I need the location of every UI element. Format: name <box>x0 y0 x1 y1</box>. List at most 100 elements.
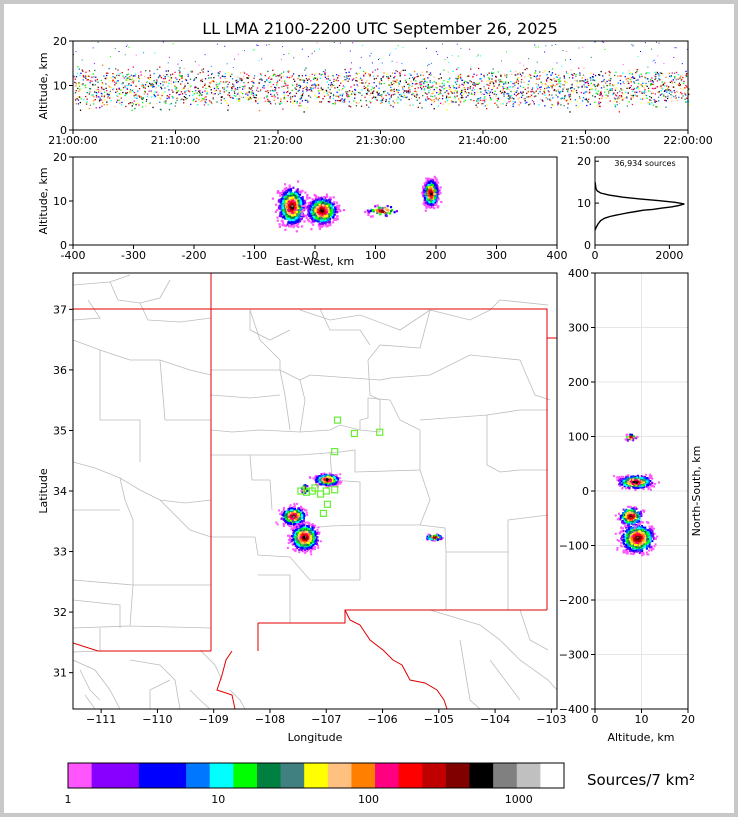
colorbar-tick: 10 <box>211 793 225 806</box>
time-height-xtick: 21:20:00 <box>253 134 302 147</box>
colorbar-cell <box>445 763 471 788</box>
station-marker <box>331 486 339 494</box>
plan-view-sources <box>275 472 444 556</box>
altitude-histogram-curve <box>594 182 685 231</box>
time-height-panel: 21:00:00 21:10:00 21:20:00 21:30:00 21:40:00… <box>37 35 713 147</box>
plan-view-xtick: −108 <box>255 713 285 726</box>
county-boundaries <box>73 274 557 709</box>
colorbar-cell <box>327 763 353 788</box>
station-marker <box>331 448 339 456</box>
colorbar-cell <box>233 763 258 788</box>
colorbar-cell <box>138 763 164 788</box>
east-west-xtick: -200 <box>182 249 207 262</box>
north-south-ytick: −100 <box>559 540 589 553</box>
station-marker <box>333 416 342 424</box>
figure-title: LL LMA 2100-2200 UTC September 26, 2025 <box>202 19 558 38</box>
time-height-ytick: 10 <box>53 80 67 93</box>
station-marker <box>317 490 325 498</box>
east-west-xtick: -300 <box>121 249 146 262</box>
colorbar-cell <box>422 763 447 788</box>
plan-view-xtick: −110 <box>142 713 172 726</box>
colorbar-cell <box>304 763 329 788</box>
altitude-histogram-ytick: 10 <box>577 197 591 210</box>
time-height-xtick: 21:30:00 <box>356 134 405 147</box>
plan-view-ytick: 31 <box>53 667 67 680</box>
colorbar-cell <box>280 763 305 788</box>
north-south-ytick: 400 <box>568 267 589 280</box>
north-south-sources <box>613 433 660 557</box>
east-west-xtick: 100 <box>365 249 386 262</box>
north-south-ytick: −400 <box>559 703 589 716</box>
plan-view-xtick: −105 <box>424 713 454 726</box>
plan-view-ytick: 32 <box>53 606 67 619</box>
plan-view-ytick: 34 <box>53 485 67 498</box>
altitude-histogram-xtick: 0 <box>592 249 599 262</box>
colorbar-cell <box>91 763 116 788</box>
station-marker <box>308 487 316 495</box>
time-height-xtick: 21:00:00 <box>48 134 97 147</box>
colorbar-cell <box>209 763 234 788</box>
east-west-sources <box>271 175 443 233</box>
time-height-ticks: 21:00:00 21:10:00 21:20:00 21:30:00 21:40:00… <box>48 35 712 147</box>
north-south-ytick: 100 <box>568 431 589 444</box>
station-marker <box>323 500 331 508</box>
time-height-xtick: 21:10:00 <box>151 134 200 147</box>
altitude-histogram-ytick: 0 <box>584 239 591 252</box>
plan-view-xtick: −111 <box>86 713 116 726</box>
colorbar-cell <box>540 763 565 788</box>
north-south-xtick: 20 <box>681 713 695 726</box>
altitude-histogram-ticks: 0 2000 0 10 20 <box>577 155 683 262</box>
east-west-ytick: 0 <box>60 239 67 252</box>
colorbar-ticks: 1 10 100 1000 <box>65 793 533 806</box>
east-west-ylabel: Altitude, km <box>37 167 50 234</box>
colorbar-cell <box>162 763 187 788</box>
north-south-ytick: −200 <box>559 594 589 607</box>
station-marker <box>350 429 358 438</box>
north-south-panel: 0 10 20 −400 −300 −200 −100 0 100 200 300 400 Altit… <box>559 267 703 744</box>
colorbar-cell <box>375 763 400 788</box>
altitude-histogram-panel: 36,934 sources 0 2000 0 10 20 <box>577 155 689 262</box>
plan-view-ytick: 36 <box>53 364 67 377</box>
colorbar-cell <box>186 763 211 788</box>
station-marker <box>319 509 328 518</box>
colorbar-cells <box>68 763 565 788</box>
plan-view-ytick: 33 <box>53 546 67 559</box>
east-west-xlabel: East-West, km <box>276 255 354 268</box>
north-south-ytick: 300 <box>568 322 589 335</box>
plan-view-xtick: −109 <box>199 713 229 726</box>
colorbar-cell <box>351 763 376 788</box>
plan-view-ytick: 35 <box>53 424 67 437</box>
colorbar-cell <box>68 763 93 788</box>
time-height-xtick: 21:40:00 <box>458 134 507 147</box>
north-south-xtick: 10 <box>635 713 649 726</box>
east-west-xtick: 300 <box>486 249 507 262</box>
colorbar-tick: 1000 <box>505 793 533 806</box>
plan-view-xtick: −104 <box>480 713 510 726</box>
colorbar-tick: 1 <box>65 793 72 806</box>
colorbar-cell <box>469 763 494 788</box>
plan-view-panel: −111 −110 −109 −108 −107 −106 −105 −104 −103 31 32… <box>37 272 566 744</box>
east-west-ytick: 10 <box>53 195 67 208</box>
time-height-sources <box>73 41 690 113</box>
state-border <box>73 273 557 709</box>
colorbar: 1 10 100 1000 Sources/7 km² <box>65 762 695 806</box>
source-count-annotation: 36,934 sources <box>614 159 675 168</box>
north-south-ytick: 200 <box>568 376 589 389</box>
east-west-xtick: 400 <box>547 249 568 262</box>
colorbar-label: Sources/7 km² <box>587 771 695 789</box>
colorbar-cell <box>115 763 140 788</box>
east-west-xtick: 200 <box>426 249 447 262</box>
north-south-ytick: 0 <box>582 485 589 498</box>
colorbar-tick: 100 <box>358 793 379 806</box>
plan-view-xtick: −106 <box>367 713 397 726</box>
plan-view-xtick: −103 <box>536 713 566 726</box>
north-south-ytick: −300 <box>559 649 589 662</box>
time-height-xtick: 21:50:00 <box>561 134 610 147</box>
station-marker <box>297 487 305 495</box>
altitude-histogram-ytick: 20 <box>577 155 591 168</box>
time-height-ylabel: Altitude, km <box>37 52 50 119</box>
altitude-histogram-axes-frame <box>594 156 689 246</box>
time-height-xtick: 22:00:00 <box>663 134 712 147</box>
